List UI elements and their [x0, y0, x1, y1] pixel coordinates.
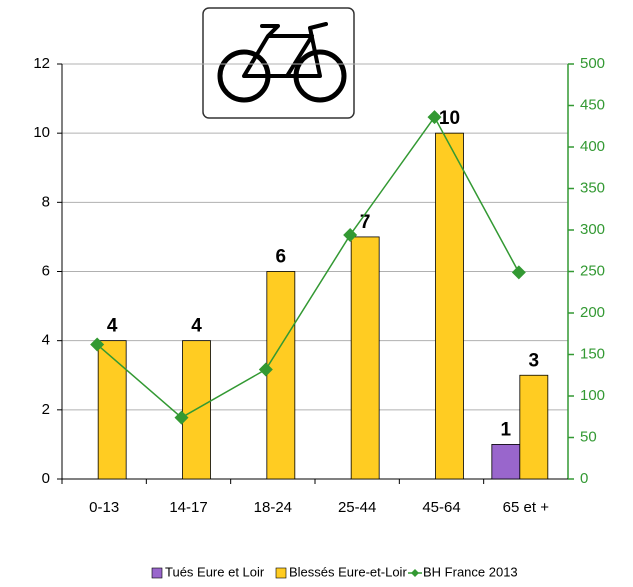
- legend-swatch: [275, 567, 287, 579]
- data-label: 7: [360, 212, 371, 233]
- marker: [90, 337, 105, 352]
- y-tick-label: 12: [33, 55, 50, 72]
- data-label: 6: [276, 247, 287, 268]
- y-tick-label: 8: [42, 193, 50, 210]
- x-tick-label: 25-44: [338, 499, 376, 516]
- legend-swatch: [151, 567, 163, 579]
- y2-tick-label: 300: [580, 221, 605, 238]
- bar: [519, 374, 549, 480]
- y-tick-label: 6: [42, 262, 50, 279]
- x-tick-label: 45-64: [422, 499, 460, 516]
- y-tick-label: 0: [42, 470, 50, 487]
- y2-tick-label: 50: [580, 428, 597, 445]
- marker: [343, 227, 358, 242]
- y2-tick-label: 500: [580, 55, 605, 72]
- y2-tick-label: 350: [580, 179, 605, 196]
- y2-tick-label: 250: [580, 262, 605, 279]
- legend-marker: [411, 569, 419, 577]
- y2-tick-label: 200: [580, 304, 605, 321]
- x-tick-label: 0-13: [89, 499, 119, 516]
- legend-label: Blessés Eure-et-Loir: [289, 564, 407, 579]
- y-tick-label: 10: [33, 124, 50, 141]
- marker: [511, 265, 526, 280]
- x-tick-label: 65 et +: [503, 499, 550, 516]
- marker: [258, 362, 273, 377]
- data-label: 4: [191, 316, 202, 337]
- line: [96, 115, 520, 419]
- data-label: 1: [501, 419, 512, 440]
- bar: [491, 444, 521, 480]
- bar: [266, 271, 296, 480]
- x-tick-label: 14-17: [169, 499, 207, 516]
- y2-tick-label: 150: [580, 345, 605, 362]
- legend-label: BH France 2013: [423, 564, 518, 579]
- bar: [435, 132, 464, 480]
- y2-tick-label: 0: [580, 470, 588, 487]
- data-label: 3: [529, 350, 540, 371]
- bicycle-icon: [202, 7, 355, 119]
- x-tick-label: 18-24: [254, 499, 292, 516]
- y2-tick-label: 400: [580, 138, 605, 155]
- data-label: 4: [107, 316, 118, 337]
- y-tick-label: 2: [42, 401, 50, 418]
- y-tick-label: 4: [42, 332, 50, 349]
- legend-label: Tués Eure et Loir: [165, 564, 265, 579]
- y2-tick-label: 450: [580, 96, 605, 113]
- y2-tick-label: 100: [580, 387, 605, 404]
- data-label: 10: [439, 108, 460, 129]
- marker: [427, 110, 442, 125]
- bar: [350, 236, 380, 480]
- marker: [174, 410, 189, 425]
- bar: [97, 340, 127, 480]
